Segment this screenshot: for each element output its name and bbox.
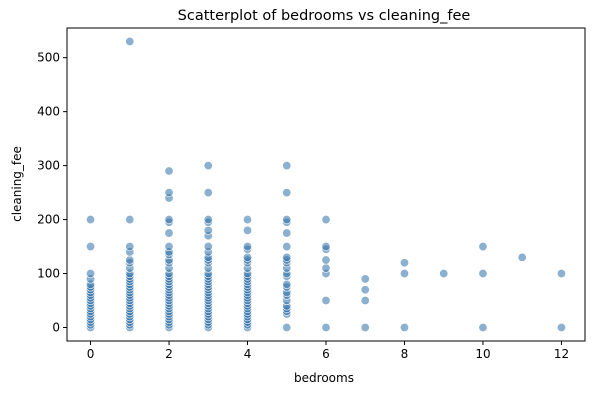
data-point [399, 269, 409, 279]
data-point [125, 255, 135, 265]
data-point [282, 215, 292, 225]
points-layer [86, 36, 566, 333]
data-point [478, 323, 488, 333]
x-tick-label: 0 [87, 347, 95, 361]
x-axis: 0 2 4 6 8 10 12 [87, 341, 569, 361]
data-point [478, 242, 488, 252]
y-axis: 0 100 200 300 400 500 [37, 51, 67, 335]
x-tick-label: 8 [401, 347, 409, 361]
data-point [125, 36, 135, 46]
data-point [203, 188, 213, 198]
y-tick-label: 100 [37, 267, 60, 281]
data-point [321, 242, 331, 252]
data-point [164, 166, 174, 176]
data-point [360, 274, 370, 284]
data-point [282, 279, 292, 289]
x-tick-label: 6 [322, 347, 330, 361]
data-point [203, 225, 213, 235]
data-point [439, 269, 449, 279]
data-point [399, 258, 409, 268]
data-point [164, 215, 174, 225]
x-tick-label: 2 [165, 347, 173, 361]
x-tick-label: 10 [475, 347, 490, 361]
data-point [282, 188, 292, 198]
y-tick-label: 500 [37, 51, 60, 65]
data-point [321, 296, 331, 306]
data-point [164, 242, 174, 252]
data-point [125, 215, 135, 225]
y-tick-label: 400 [37, 105, 60, 119]
data-point [321, 323, 331, 333]
data-point [360, 323, 370, 333]
data-point [360, 285, 370, 295]
data-point [517, 252, 527, 262]
data-point [556, 323, 566, 333]
plot-frame [66, 27, 586, 342]
y-tick-label: 300 [37, 159, 60, 173]
data-point [282, 323, 292, 333]
data-point [86, 242, 96, 252]
data-point [86, 215, 96, 225]
y-tick-label: 0 [52, 321, 60, 335]
data-point [282, 252, 292, 262]
x-tick-label: 4 [244, 347, 252, 361]
y-axis-label: cleaning_fee [10, 146, 24, 222]
data-point [282, 242, 292, 252]
data-point [164, 228, 174, 238]
data-point [125, 242, 135, 252]
data-point [282, 161, 292, 171]
y-tick-label: 200 [37, 213, 60, 227]
data-point [164, 188, 174, 198]
data-point [203, 242, 213, 252]
x-axis-label: bedrooms [294, 371, 354, 385]
data-point [86, 269, 96, 279]
data-point [321, 255, 331, 265]
data-point [321, 215, 331, 225]
data-point [478, 269, 488, 279]
data-point [203, 215, 213, 225]
data-point [556, 269, 566, 279]
data-point [243, 242, 253, 252]
data-point [243, 215, 253, 225]
chart-title: Scatterplot of bedrooms vs cleaning_fee [178, 8, 471, 24]
data-point [360, 296, 370, 306]
x-tick-label: 12 [554, 347, 569, 361]
data-point [321, 263, 331, 273]
data-point [243, 252, 253, 262]
data-point [399, 323, 409, 333]
data-point [203, 161, 213, 171]
data-point [282, 228, 292, 238]
data-point [243, 225, 253, 235]
